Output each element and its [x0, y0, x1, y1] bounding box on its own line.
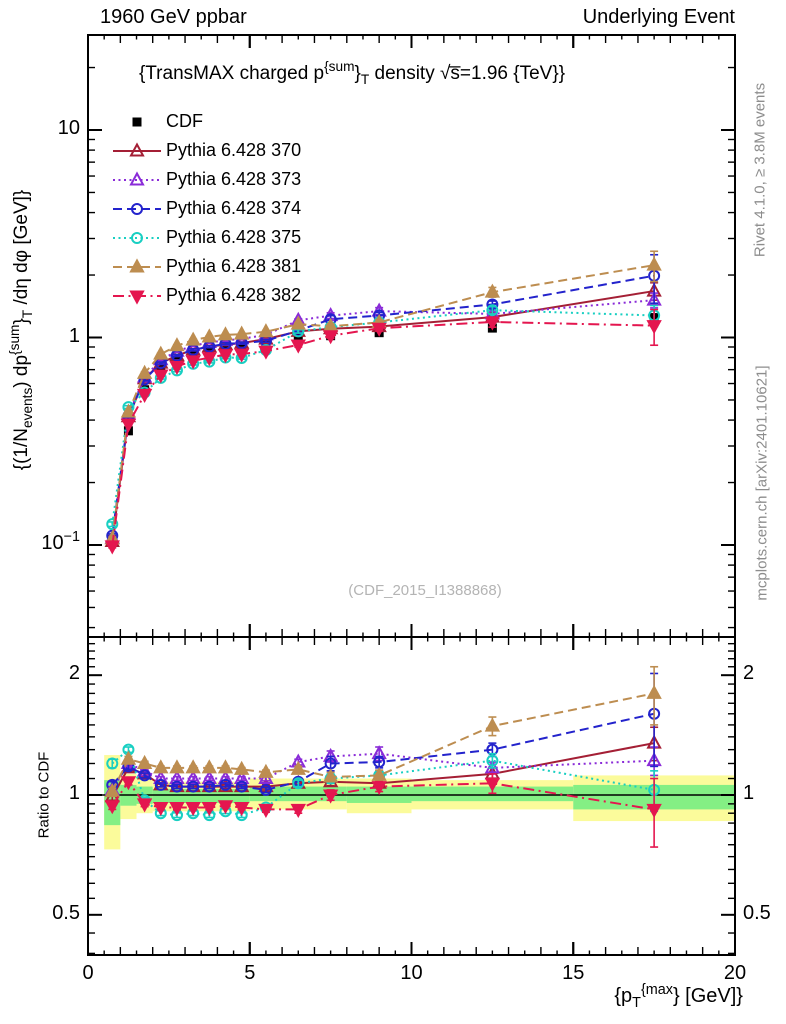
rich-text-segment: T	[360, 72, 370, 88]
observable-group-label: Underlying Event	[582, 6, 735, 28]
ratio-tick-label-left-0.5: 0.5	[52, 901, 80, 924]
series-ratio-pythia-6-428-381	[104, 665, 662, 798]
rich-text-segment: 1	[68, 324, 80, 347]
mcplots-arxiv-note: mcplots.cern.ch [arXiv:2401.10621]	[753, 365, 771, 601]
beam-label: 1960 GeV ppbar	[100, 6, 247, 28]
ratio-tick-label-left-1: 1	[68, 782, 80, 804]
x-tick-label-0: 0	[82, 962, 94, 984]
rich-text-segment: {TransMAX charged p	[138, 63, 325, 84]
rich-text-segment: −1	[63, 529, 80, 546]
x-tick-label-5: 5	[244, 962, 256, 984]
rich-text-segment: } [GeV]}	[672, 985, 743, 1007]
legend-label-pythia-6-428-375: Pythia 6.428 375	[166, 227, 302, 247]
rich-text-segment: {sum	[7, 324, 23, 355]
y-tick-label-main-1: 1	[69, 325, 80, 348]
rich-text-segment: 10	[41, 532, 64, 554]
legend-label-pythia-6-428-381: Pythia 6.428 381	[166, 256, 302, 276]
x-axis-label: {pT{max} [GeV]}	[614, 982, 743, 1012]
legend	[113, 117, 161, 305]
rich-text-segment: events	[20, 387, 36, 428]
ratio-tick-label-left-2: 2	[68, 662, 80, 685]
ratio-tick-label-right-0.5: 0.5	[743, 901, 771, 924]
rich-text-segment: {(1/N	[11, 427, 32, 471]
x-tick-label-20: 20	[723, 962, 747, 984]
axis-ticks	[87, 35, 736, 955]
legend-label-pythia-6-428-374: Pythia 6.428 374	[166, 198, 302, 218]
legend-label-pythia-6-428-370: Pythia 6.428 370	[166, 140, 302, 160]
rich-text-segment: 10	[57, 117, 80, 139]
legend-label-cdf: CDF	[166, 111, 203, 131]
ratio-y-axis-label: Ratio to CDF	[35, 751, 53, 839]
legend-label-pythia-6-428-382: Pythia 6.428 382	[166, 285, 302, 305]
rich-text-segment: }	[354, 63, 361, 84]
rivet-version-note: Rivet 4.1.0, ≥ 3.8M events	[751, 82, 769, 258]
rich-text-segment: {p	[614, 985, 633, 1007]
x-tick-label-10: 10	[400, 962, 423, 984]
legend-label-pythia-6-428-373: Pythia 6.428 373	[166, 169, 302, 189]
y-axis-label: {(1/Nevents) dp{sum}T /dη dφ [GeV]}	[7, 189, 36, 471]
rich-text-segment: T	[632, 995, 641, 1012]
ratio-tick-label-right-1: 1	[743, 782, 755, 804]
series-main-pythia-6-428-382	[104, 308, 662, 555]
y-tick-label-main-0.1: 10−1	[41, 529, 80, 555]
rich-text-segment: density √s̅=1.96 {TeV}}	[369, 63, 566, 84]
x-tick-label-15: 15	[562, 962, 585, 984]
ratio-panel-frame	[87, 636, 736, 956]
rich-text-segment: /dη dφ [GeV]}	[11, 189, 32, 310]
y-tick-label-main-10: 10	[58, 117, 80, 140]
rich-text-segment: ) dp	[11, 354, 32, 388]
series-main-pythia-6-428-381	[104, 250, 662, 545]
rich-text-segment: {max	[640, 982, 673, 999]
analysis-id-watermark: (CDF_2015_I1388868)	[348, 582, 502, 599]
rich-text-segment: T	[20, 309, 36, 319]
rich-text-segment: {sum	[324, 59, 355, 75]
plot-title: {TransMAX charged p{sum}T density √s̅=1.…	[138, 59, 566, 88]
series-ratio-pythia-6-428-382	[104, 773, 662, 848]
ratio-tick-label-right-2: 2	[743, 662, 755, 685]
